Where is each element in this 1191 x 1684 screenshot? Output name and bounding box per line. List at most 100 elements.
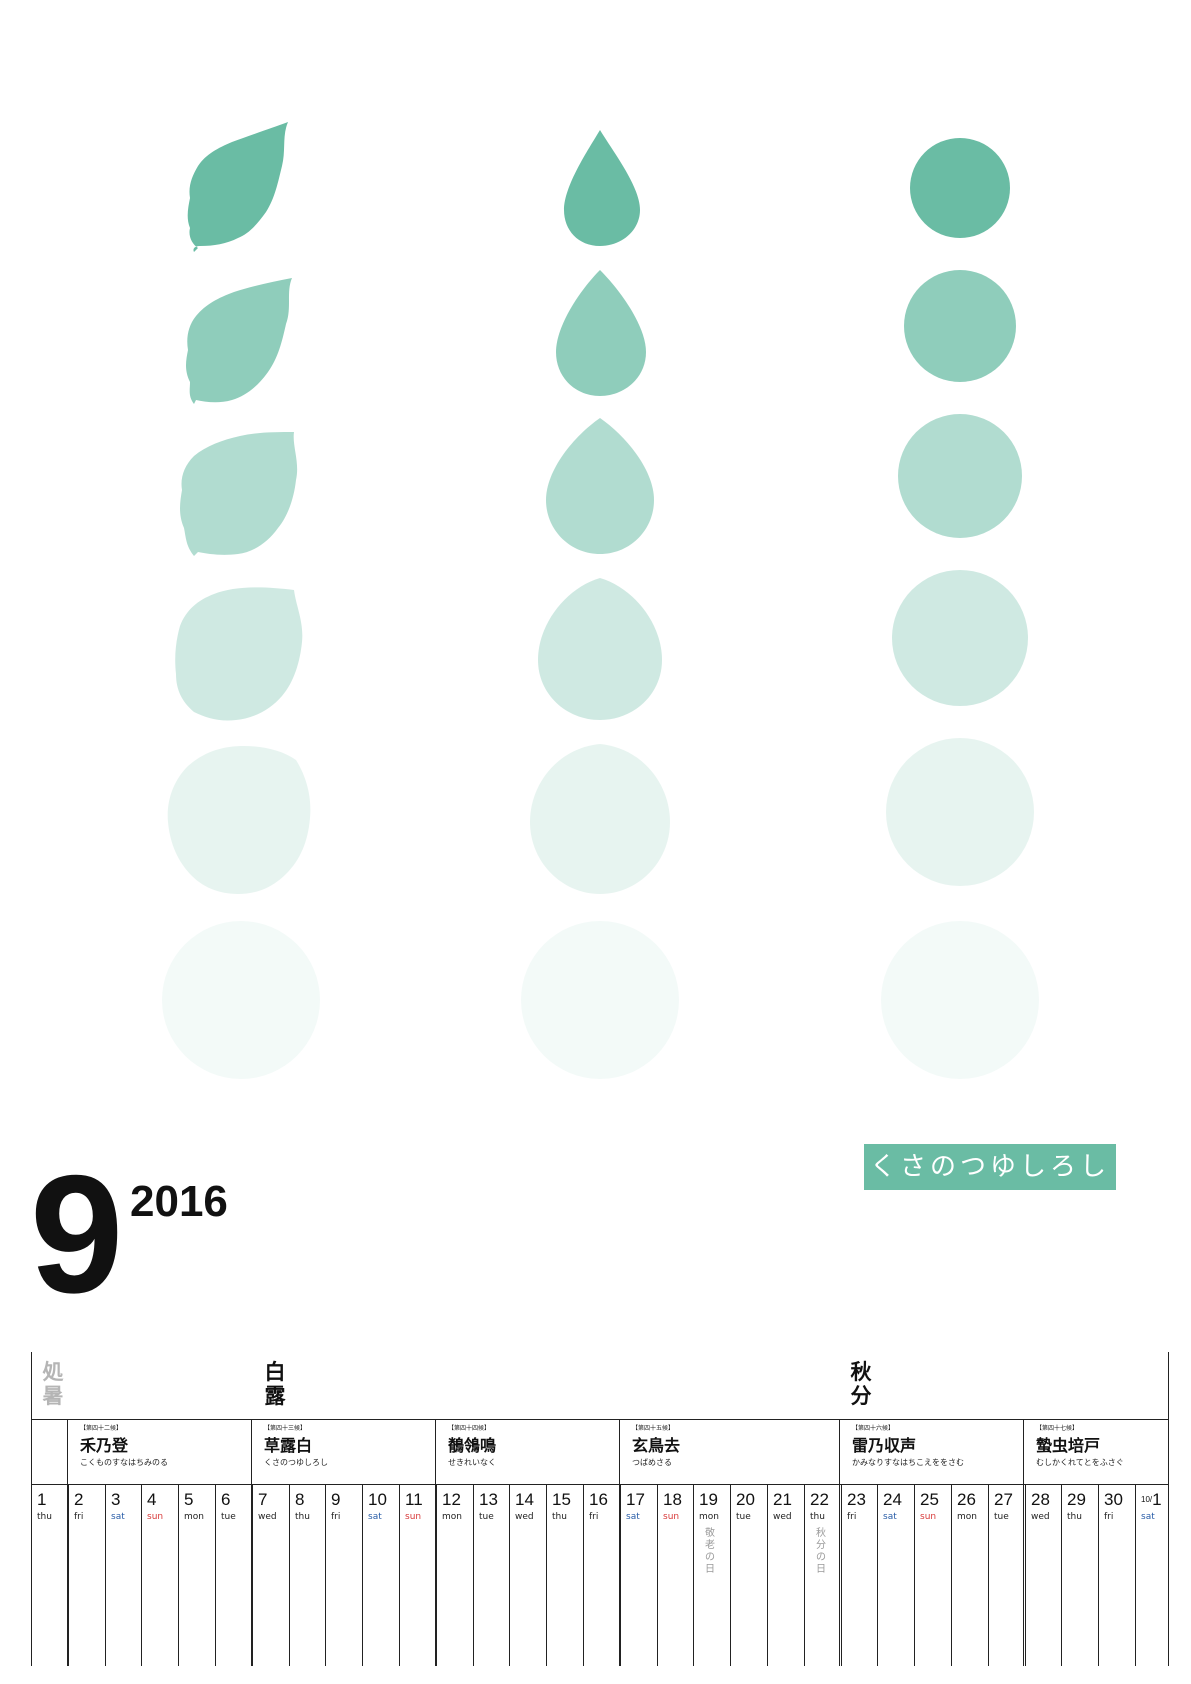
day-divider (804, 1484, 805, 1666)
kou-divider (31, 1484, 1168, 1485)
day-cell: 1 thu (37, 1490, 73, 1524)
day-number-text: 28 (1031, 1490, 1050, 1509)
sekki-label-shubun: 秋分 (850, 1360, 872, 1408)
weekday-label: sat (368, 1512, 382, 1522)
day-cell: 25 sun (920, 1490, 956, 1524)
sekki-divider (31, 1419, 1168, 1420)
kou-number: 【第四十二候】 (80, 1425, 123, 1432)
day-number-text: 10 (368, 1490, 387, 1509)
kou-number: 【第四十五候】 (632, 1425, 675, 1432)
weekday-label: sat (111, 1512, 125, 1522)
weekday-label: sat (626, 1512, 640, 1522)
grid-line (1023, 1420, 1024, 1666)
day-divider (877, 1484, 878, 1666)
kou-reading: せきれいなく (448, 1458, 496, 1467)
day-number-text: 3 (111, 1490, 121, 1509)
day-number-text: 23 (847, 1490, 866, 1509)
kou-item: 【第四十六候】 雷乃収声 かみなりすなはちこえををさむ (852, 1425, 964, 1469)
kou-number: 【第四十三候】 (264, 1425, 307, 1432)
leaf-icon (167, 746, 311, 894)
day-cell: 19 mon 敬老の日 (699, 1490, 735, 1576)
kou-reading: くさのつゆしろし (264, 1458, 328, 1467)
kou-item: 【第四十三候】 草露白 くさのつゆしろし (264, 1425, 328, 1469)
day-cell: 30 fri (1104, 1490, 1140, 1524)
day-number: 5 (184, 1490, 220, 1510)
kou-name: 雷乃収声 (852, 1436, 917, 1455)
weekday-label: sat (1141, 1512, 1155, 1522)
day-number-text: 21 (773, 1490, 792, 1509)
day-divider (767, 1484, 768, 1666)
circle-icon (162, 921, 320, 1079)
drop-icon (556, 270, 646, 396)
day-number-text: 2 (74, 1490, 84, 1509)
day-number: 14 (515, 1490, 551, 1510)
day-number-text: 26 (957, 1490, 976, 1509)
day-number-text: 12 (442, 1490, 461, 1509)
circle-icon (881, 921, 1039, 1079)
circle-icon (521, 921, 679, 1079)
weekday-label: thu (552, 1512, 567, 1522)
day-number-text: 5 (184, 1490, 194, 1509)
day-number: 28 (1031, 1490, 1067, 1510)
day-number-text: 4 (147, 1490, 157, 1509)
sekki-label-hakuro: 白露 (264, 1360, 286, 1408)
weekday-label: mon (442, 1512, 462, 1522)
grid-line (251, 1419, 252, 1666)
day-number: 10/1 (1141, 1490, 1177, 1510)
day-number-text: 19 (699, 1490, 718, 1509)
day-number: 22 (810, 1490, 846, 1510)
weekday-label: fri (847, 1512, 857, 1522)
day-number-text: 9 (331, 1490, 341, 1509)
day-divider (546, 1484, 547, 1666)
day-number-text: 18 (663, 1490, 682, 1509)
circle-icon (892, 570, 1028, 706)
kou-reading: つばめさる (632, 1458, 672, 1467)
weekday-label: thu (810, 1512, 825, 1522)
day-number-text: 13 (479, 1490, 498, 1509)
weekday-label: tue (479, 1512, 494, 1522)
weekday-label: sun (663, 1512, 680, 1522)
day-number: 1 (37, 1490, 73, 1510)
kou-item: 【第四十四候】 鶺鴒鳴 せきれいなく (448, 1425, 496, 1469)
day-cell: 17 sat (626, 1490, 662, 1524)
day-number: 8 (295, 1490, 331, 1510)
day-divider (914, 1484, 915, 1666)
day-divider (1135, 1484, 1136, 1666)
day-cell: 16 fri (589, 1490, 625, 1524)
day-number-text: 20 (736, 1490, 755, 1509)
day-cell: 12 mon (442, 1490, 478, 1524)
day-cell: 22 thu 秋分の日 (810, 1490, 846, 1576)
day-number-text: 1 (1152, 1490, 1162, 1509)
weekday-label: mon (699, 1512, 719, 1522)
leaf-icon (187, 122, 288, 252)
day-number: 17 (626, 1490, 662, 1510)
day-divider (1061, 1484, 1062, 1666)
day-number-text: 1 (37, 1490, 47, 1509)
leaf-icon (186, 278, 292, 404)
kou-reading: こくものすなはちみのる (80, 1458, 168, 1467)
day-cell: 13 tue (479, 1490, 515, 1524)
day-divider (730, 1484, 731, 1666)
day-number: 6 (221, 1490, 257, 1510)
day-divider (583, 1484, 584, 1666)
day-cell: 28 wed (1031, 1490, 1067, 1524)
day-divider (178, 1484, 179, 1666)
circle-icon (886, 738, 1034, 886)
drop-icon (564, 130, 640, 246)
kou-number: 【第四十四候】 (448, 1425, 491, 1432)
weekday-label: wed (773, 1512, 792, 1522)
kou-name: 蟄虫培戸 (1036, 1436, 1101, 1455)
day-divider (473, 1484, 474, 1666)
day-cell: 26 mon (957, 1490, 993, 1524)
holiday-label: 秋分の日 (816, 1528, 826, 1575)
day-cell: 18 sun (663, 1490, 699, 1524)
sekki-label-shosho: 処暑 (42, 1360, 64, 1408)
grid-line (435, 1420, 436, 1666)
grid-line (67, 1420, 68, 1666)
weekday-label: tue (221, 1512, 236, 1522)
day-divider (436, 1484, 437, 1666)
kou-number: 【第四十七候】 (1036, 1425, 1079, 1432)
day-number: 29 (1067, 1490, 1103, 1510)
day-cell: 15 thu (552, 1490, 588, 1524)
leaf-icon (180, 432, 298, 556)
